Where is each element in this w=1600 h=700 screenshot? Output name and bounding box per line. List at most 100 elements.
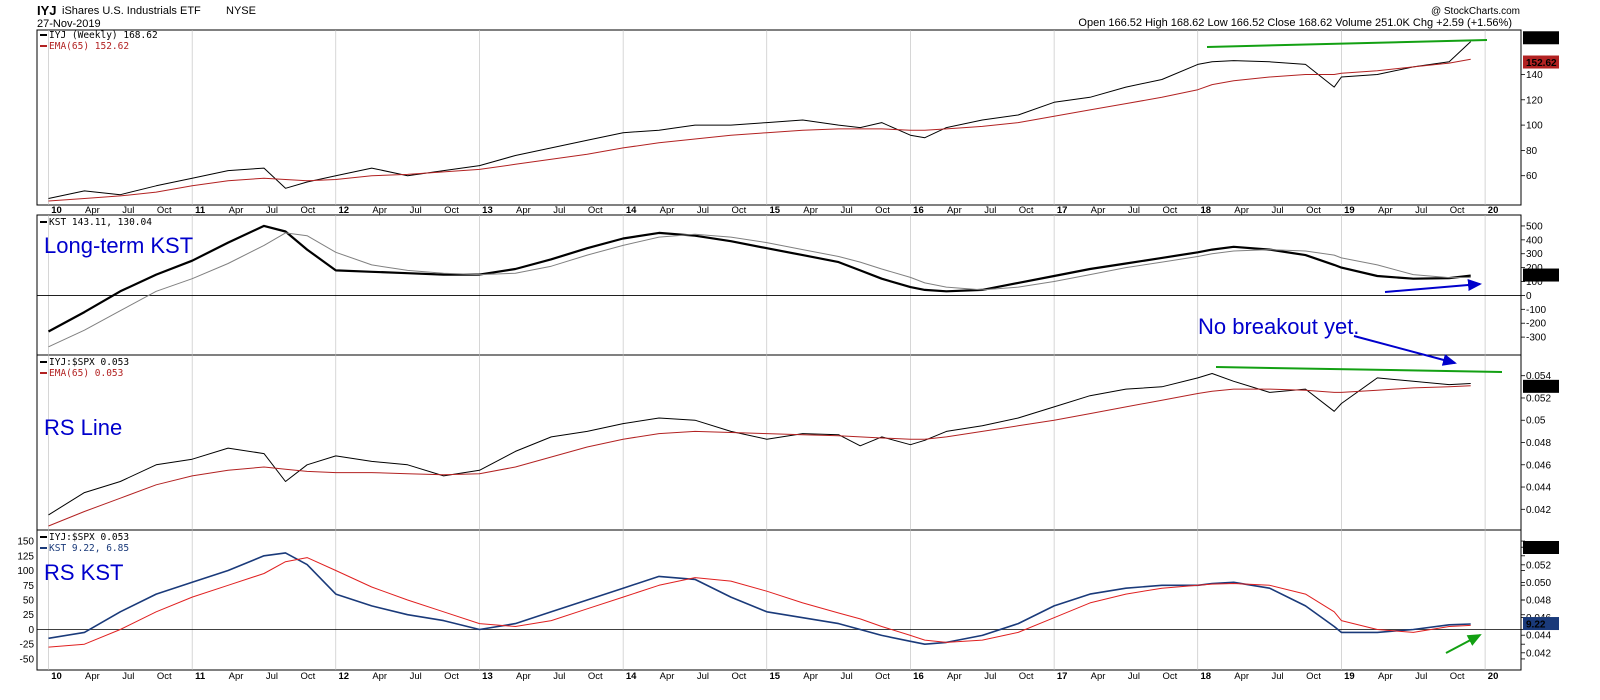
x-tick-label: Apr [1091,671,1106,682]
y-tick-label: 25 [23,610,35,621]
y-tick-label: 300 [1526,249,1543,260]
x-tick-label: Apr [229,671,244,682]
series-line-signal [48,557,1471,648]
y-tick-label: 0 [1526,291,1532,302]
x-tick-label: Oct [444,205,459,216]
y-tick-label: 0 [28,625,34,636]
rs-line-legend: IYJ:$SPX 0.053 EMA(65) 0.053 [40,357,129,379]
chart-date: 27-Nov-2019 [37,18,101,30]
stockcharts-credit: @ StockCharts.com [1431,6,1520,17]
x-tick-label: 13 [482,671,493,682]
y-tick-label: 140 [1526,70,1543,81]
series-line-ema-65- [48,385,1471,527]
x-tick-label: Apr [372,671,387,682]
x-tick-label: Oct [731,205,746,216]
x-tick-label: Jul [697,671,709,682]
x-tick-label: 20 [1488,671,1499,682]
series-line-kst [47,224,1471,333]
y-tick-label: -300 [1526,333,1546,344]
x-tick-label: 16 [913,671,924,682]
x-tick-label: 13 [482,205,493,216]
price-legend: IYJ (Weekly) 168.62 EMA(65) 152.62 [40,30,158,52]
x-tick-label: 12 [339,671,350,682]
value-tag-bg [1523,31,1559,45]
x-tick-label: Apr [803,205,818,216]
x-tick-label: Oct [301,671,316,682]
x-tick-label: Jul [984,671,996,682]
x-tick-label: 14 [626,671,637,682]
x-tick-label: Apr [1234,671,1249,682]
x-tick-label: Apr [85,671,100,682]
rs-line-legend-series: IYJ:$SPX 0.053 [49,357,129,368]
x-tick-label: Oct [875,205,890,216]
x-tick-label: 17 [1057,671,1068,682]
x-tick-label: Apr [1234,205,1249,216]
value-tag: 168.62 [1526,34,1557,45]
x-axis-bottom: 10 Apr Jul Oct 11 Apr Jul Oct 12 Apr Jul Oct 13 Apr Ju… [51,671,1498,682]
y-tick-label: -25 [20,640,35,651]
value-tag-bg [1523,617,1559,631]
x-tick-label: Jul [1128,671,1140,682]
x-tick-label: Apr [85,205,100,216]
x-tick-label: 15 [769,671,780,682]
price-resistance-trendline [1206,39,1488,48]
x-tick-label: Oct [731,671,746,682]
annotation-rs-kst: RS KST [44,560,123,585]
x-axis-top: 10 Apr Jul Oct 11 Apr Jul Oct 12 Apr Jul Oct 13 Apr Ju… [51,205,1498,216]
rs-line-panel-frame [36,354,1522,531]
chart-fund-name: iShares U.S. Industrials ETF [62,5,201,17]
x-tick-label: Apr [1091,205,1106,216]
x-tick-label: 10 [51,205,62,216]
y-tick-label: 0.046 [1526,460,1551,471]
value-tag: 143.11 [1526,271,1556,282]
x-tick-label: 11 [195,671,206,682]
x-tick-label: Apr [947,671,962,682]
x-tick-label: Jul [1272,205,1284,216]
series-line-kst [48,552,1471,646]
arrow-no-breakout [1353,335,1457,366]
y-tick-label: 50 [23,596,35,607]
annotation-long-term-kst: Long-term KST [44,233,193,258]
rs-kst-legend: IYJ:$SPX 0.053 KST 9.22, 6.85 [40,532,129,554]
x-tick-label: Jul [266,671,278,682]
annotation-rs-line: RS Line [44,415,122,440]
y-tick-label: 150 [17,537,34,548]
y-tick-label-right: 0.050 [1526,578,1551,589]
x-tick-label: Apr [660,205,675,216]
y-tick-label: 125 [17,551,34,562]
x-tick-label: Oct [588,205,603,216]
price-legend-series: IYJ (Weekly) 168.62 [49,30,158,41]
y-tick-label: 400 [1526,235,1543,246]
x-tick-label: Oct [1450,205,1465,216]
y-tick-label: 0.052 [1526,393,1551,404]
y-tick-label: 0.048 [1526,438,1551,449]
kst-legend-text: KST 143.11, 130.04 [49,217,152,228]
chart-symbol: IYJ [37,3,57,18]
x-tick-label: Oct [157,205,172,216]
y-tick-label: -200 [1526,319,1546,330]
x-tick-label: Oct [1162,671,1177,682]
x-tick-label: 16 [913,205,924,216]
x-tick-label: Jul [1415,671,1427,682]
x-tick-label: 15 [769,205,780,216]
value-tag: 0.053 [1526,382,1551,393]
value-tag-bg [1523,268,1559,282]
series-line-signal [48,232,1471,348]
x-tick-label: Oct [301,205,316,216]
annotation-no-breakout: No breakout yet. [1198,314,1359,339]
x-tick-label: Jul [553,205,565,216]
x-tick-label: 18 [1200,205,1211,216]
x-tick-label: Jul [841,671,853,682]
x-tick-label: 17 [1057,205,1068,216]
value-tag-bg [1523,55,1559,69]
y-tick-label: 100 [17,566,34,577]
x-tick-label: Oct [1306,671,1321,682]
x-tick-label: Apr [516,671,531,682]
x-tick-label: Apr [1378,205,1393,216]
kst-panel: -300-200-1000100200300400500143.11 [37,215,1559,355]
rs-resistance-trendline [1215,366,1503,373]
rs-kst-panel: -50-2502550751001251500.0420.0440.0460.0… [17,530,1559,670]
x-tick-label: Jul [122,205,134,216]
